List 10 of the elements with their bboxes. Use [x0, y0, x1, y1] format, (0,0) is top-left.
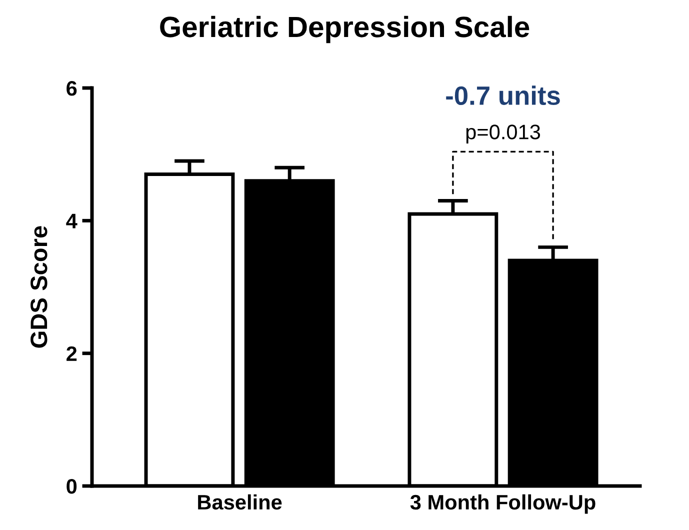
- annotation: -0.7 units: [446, 86, 560, 106]
- chart-title: Geriatric Depression Scale: [160, 16, 530, 44]
- x-tick-label: Baseline: [198, 494, 282, 510]
- y-axis-title: GDS Score: [30, 226, 48, 348]
- y-tick-label: 0: [66, 479, 77, 494]
- y-tick-label: 2: [66, 346, 77, 361]
- annotation: p=0.013: [466, 124, 540, 144]
- y-tick-label: 4: [66, 214, 78, 228]
- x-tick-label: 3 Month Follow-Up: [410, 494, 596, 514]
- y-tick-label: 6: [66, 81, 77, 96]
